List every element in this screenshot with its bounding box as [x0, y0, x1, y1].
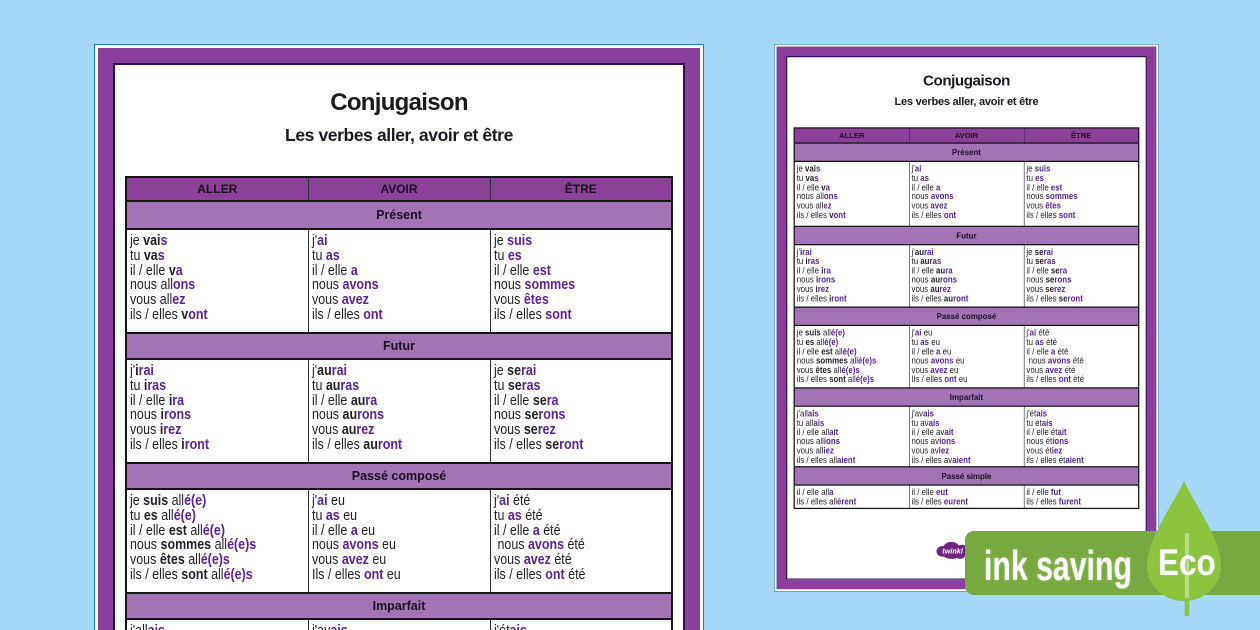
svg-text:twinkl: twinkl [942, 547, 964, 556]
